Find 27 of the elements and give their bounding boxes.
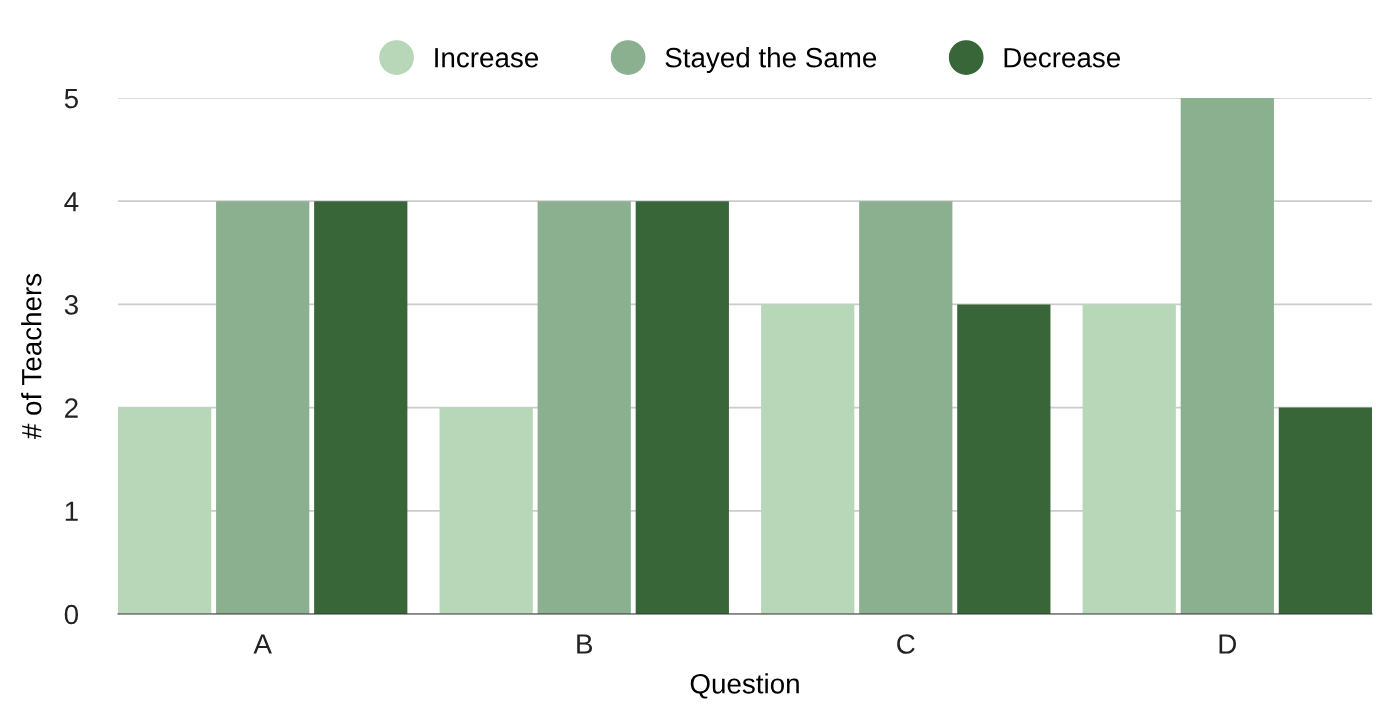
y-tick-label: 3	[64, 295, 78, 315]
x-tick-label: D	[1219, 634, 1237, 654]
bar	[439, 407, 533, 614]
bar	[1278, 407, 1372, 614]
x-tick-label: C	[897, 634, 915, 654]
x-axis-title: Question	[690, 673, 799, 699]
y-axis-title: # of Teachers	[21, 273, 42, 439]
legend-label: Decrease	[1004, 48, 1120, 68]
bar	[314, 201, 408, 614]
bar	[957, 304, 1051, 614]
bar	[216, 201, 310, 614]
bar	[761, 304, 855, 614]
bar	[635, 201, 729, 614]
x-tick-label: B	[577, 634, 593, 654]
bar	[859, 201, 953, 614]
y-tick-label: 5	[64, 88, 78, 109]
bar	[1180, 98, 1274, 614]
bar	[1082, 304, 1176, 614]
bar	[537, 201, 631, 614]
legend-label: Stayed the Same	[665, 47, 877, 73]
y-tick-label: 0	[64, 604, 79, 625]
legend-label: Increase	[435, 48, 539, 68]
y-tick-label: 4	[64, 192, 79, 212]
x-tick-label: A	[253, 634, 272, 654]
y-tick-label: 2	[65, 398, 78, 418]
bar	[118, 407, 212, 614]
y-tick-label: 1	[65, 501, 78, 521]
